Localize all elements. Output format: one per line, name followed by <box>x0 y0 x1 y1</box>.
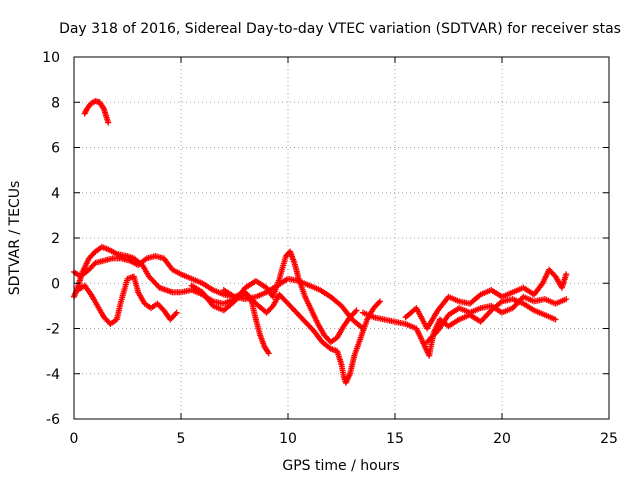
y-tick-label: -4 <box>46 367 60 383</box>
grid <box>74 57 609 419</box>
y-tick-label: 8 <box>51 95 60 111</box>
y-tick-label: -6 <box>46 412 60 428</box>
series-arc-5 <box>188 248 360 346</box>
y-tick-label: 0 <box>51 276 60 292</box>
y-tick-label: 4 <box>51 186 60 202</box>
y-tick-label: -2 <box>46 322 60 338</box>
axis-ticks: 0 5 10 15 20 25 -6 -4 -2 0 2 4 6 8 10 <box>42 50 618 447</box>
data-point <box>563 271 570 278</box>
x-tick-label: 25 <box>600 431 618 447</box>
data-point <box>105 119 112 126</box>
x-tick-label: 20 <box>493 431 511 447</box>
series-arc-6 <box>220 287 384 386</box>
series-arc-7 <box>359 296 559 359</box>
data-point <box>497 299 504 306</box>
y-tick-label: 6 <box>51 141 60 157</box>
y-tick-label: 10 <box>42 50 60 66</box>
data-series <box>71 98 570 386</box>
x-tick-label: 10 <box>279 431 297 447</box>
data-point <box>173 309 180 316</box>
series-arc-9 <box>424 293 570 346</box>
data-point <box>377 298 384 305</box>
data-point <box>563 296 570 303</box>
chart-title: Day 318 of 2016, Sidereal Day-to-day VTE… <box>59 21 621 37</box>
x-tick-label: 15 <box>386 431 404 447</box>
x-tick-label: 5 <box>177 431 186 447</box>
series-arc-4 <box>75 273 180 327</box>
x-axis-label: GPS time / hours <box>282 458 399 474</box>
y-axis-label: SDTVAR / TECUs <box>7 181 23 296</box>
data-point <box>476 292 483 299</box>
x-tick-label: 0 <box>70 431 79 447</box>
series-arc-1 <box>81 98 112 126</box>
y-tick-label: 2 <box>51 231 60 247</box>
series-arc-8 <box>402 266 570 332</box>
data-point <box>353 307 360 314</box>
data-point <box>265 350 272 357</box>
data-point <box>552 316 559 323</box>
